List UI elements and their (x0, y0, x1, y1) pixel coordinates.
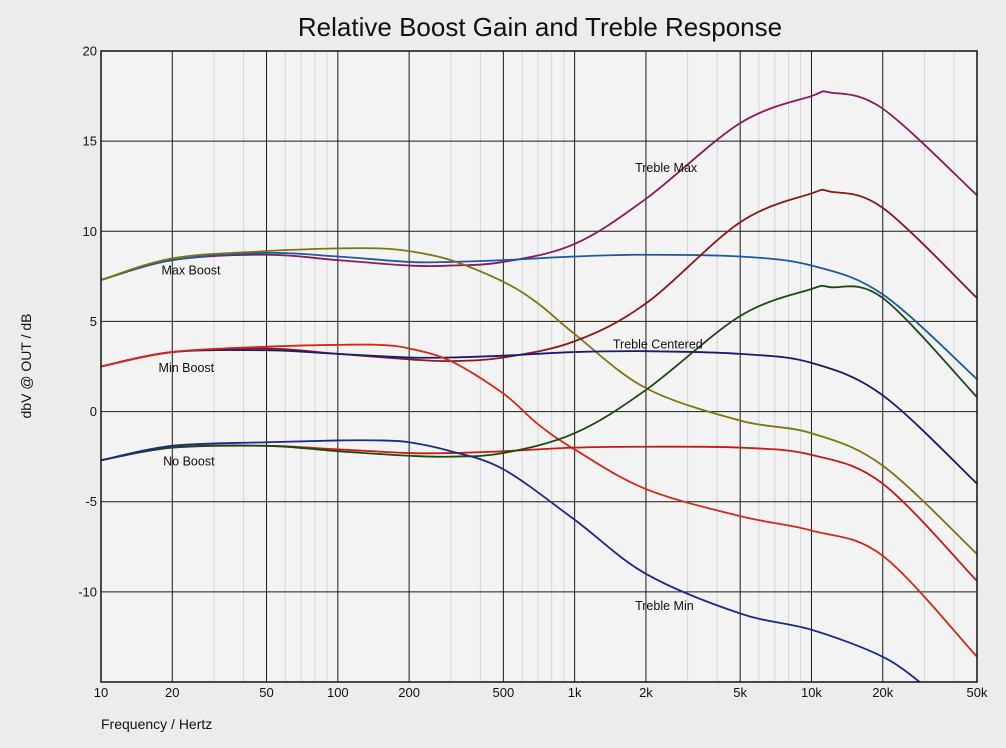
annotation-label: Treble Max (635, 161, 698, 175)
y-tick-label: -5 (85, 494, 97, 509)
y-tick-label: 0 (90, 404, 97, 419)
x-tick-label: 20k (872, 685, 893, 700)
series-line-6 (101, 343, 977, 658)
x-tick-label: 50 (259, 685, 273, 700)
x-tick-label: 100 (327, 685, 349, 700)
chart-title: Relative Boost Gain and Treble Response (298, 12, 782, 42)
annotation-label: Min Boost (159, 361, 215, 375)
y-tick-label: -10 (78, 584, 97, 599)
x-tick-label: 50k (967, 685, 988, 700)
y-axis-label: dbV @ OUT / dB (18, 314, 34, 419)
series-line-4 (101, 188, 977, 368)
annotation-label: No Boost (163, 455, 215, 469)
annotation-label: Treble Min (635, 599, 694, 613)
annotation-label: Max Boost (161, 264, 221, 278)
series-line-2 (101, 251, 977, 380)
x-tick-label: 500 (493, 685, 515, 700)
y-tick-label: 10 (83, 224, 97, 239)
tick-labels: 10 20 50 100 200 500 1k 2k 5k 10k 20k 50k20151050-5… (78, 44, 988, 701)
annotation-label: Treble Centered (613, 337, 703, 351)
x-tick-label: 10 (94, 685, 108, 700)
x-tick-label: 2k (639, 685, 653, 700)
plot-frame (100, 50, 978, 683)
x-tick-label: 10k (801, 685, 822, 700)
series-line-1 (101, 90, 977, 281)
x-axis-label: Frequency / Hertz (101, 716, 212, 732)
series-line-5 (101, 349, 977, 485)
series-line-9 (101, 439, 922, 682)
x-tick-label: 1k (568, 685, 582, 700)
series-layer (101, 90, 977, 682)
annotations: Max Boost Min Boost No Boost Treble Max Treb… (159, 161, 703, 613)
y-tick-label: 20 (83, 44, 97, 59)
x-tick-label: 200 (398, 685, 420, 700)
series-line-8 (101, 284, 977, 462)
grid (100, 50, 978, 682)
x-tick-label: 20 (165, 685, 179, 700)
series-line-3 (101, 247, 977, 555)
y-tick-label: 5 (90, 314, 97, 329)
x-tick-label: 5k (733, 685, 747, 700)
plot-background (101, 51, 977, 682)
y-tick-label: 15 (83, 134, 97, 149)
